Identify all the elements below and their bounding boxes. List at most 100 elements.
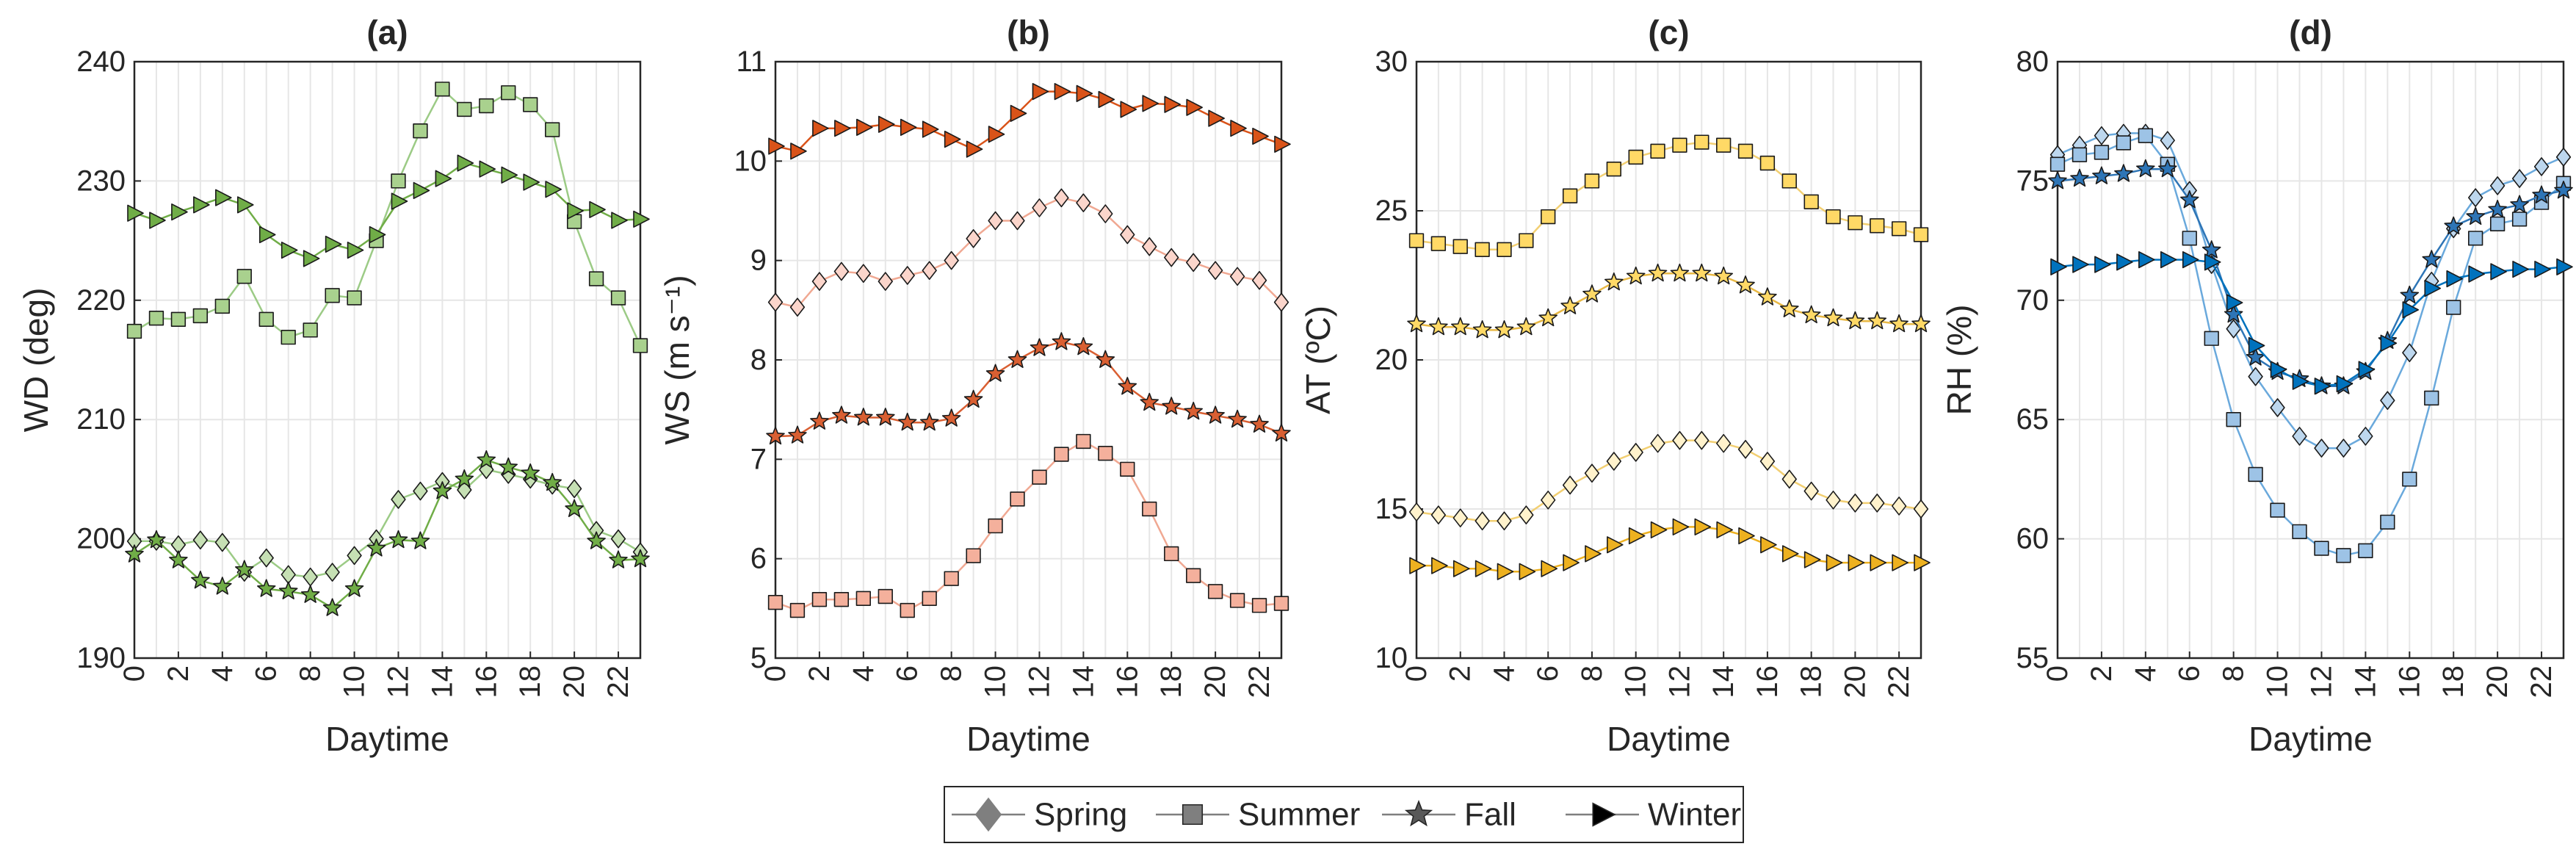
data-point — [391, 173, 406, 189]
data-point — [1519, 505, 1534, 524]
data-point — [545, 122, 560, 137]
y-tick-label: 7 — [750, 443, 767, 475]
data-point — [149, 212, 166, 229]
data-point — [767, 595, 784, 610]
data-point — [1475, 511, 1490, 531]
x-tick-label: 16 — [1751, 665, 1784, 698]
x-tick-label: 0 — [2041, 665, 2074, 682]
panels: 0 2 4 6 8 10 12 14 16 18 20 22190200210220230240(a)… — [17, 13, 2573, 758]
plot-frame — [2056, 60, 2565, 660]
data-point — [610, 529, 626, 549]
x-tick-label: 18 — [2437, 665, 2470, 698]
data-point — [2182, 231, 2197, 246]
data-point — [565, 499, 584, 517]
data-point — [391, 490, 406, 509]
data-point — [1229, 267, 1245, 286]
data-point — [876, 408, 895, 426]
legend-item-winter: Winter — [1566, 797, 1741, 833]
panel-title: (d) — [2289, 13, 2332, 51]
data-point — [944, 250, 959, 270]
data-point — [2380, 391, 2395, 411]
data-point — [2402, 472, 2417, 487]
series-spring — [1408, 430, 1929, 531]
data-point — [1562, 188, 1578, 203]
data-point — [1472, 320, 1492, 339]
data-point — [1737, 440, 1754, 459]
data-point — [1408, 502, 1425, 521]
data-point — [1781, 173, 1797, 189]
series-winter — [127, 154, 650, 267]
data-point — [148, 311, 164, 326]
series-fall — [1407, 263, 1931, 339]
data-point — [2248, 336, 2265, 355]
data-point — [1760, 536, 1777, 554]
x-tick-label: 4 — [2130, 665, 2162, 682]
data-point — [855, 591, 871, 606]
data-point — [281, 241, 298, 259]
x-tick-label: 22 — [1883, 665, 1915, 698]
series-summer — [767, 433, 1289, 618]
data-point — [1251, 270, 1267, 290]
data-point — [1672, 137, 1687, 153]
data-point — [2336, 438, 2351, 458]
data-point — [963, 389, 983, 408]
data-point — [1431, 557, 1448, 574]
data-point — [1606, 452, 1621, 471]
x-tick-label: 6 — [2174, 665, 2206, 682]
data-point — [2070, 168, 2089, 187]
legend-label: Winter — [1648, 797, 1741, 833]
data-point — [1519, 563, 1536, 580]
x-tick-label: 0 — [118, 665, 151, 682]
data-point — [278, 581, 298, 599]
y-tick-label: 80 — [2016, 46, 2049, 78]
series-winter — [2050, 250, 2573, 395]
data-point — [632, 338, 648, 353]
data-point — [2292, 372, 2309, 390]
legend-label: Spring — [1034, 797, 1127, 833]
data-point — [501, 166, 518, 184]
data-point — [1430, 236, 1447, 251]
data-point — [1714, 266, 1733, 285]
data-point — [1889, 314, 1909, 333]
x-tick-label: 18 — [514, 665, 546, 698]
data-point — [1694, 134, 1710, 150]
legend-label: Summer — [1238, 797, 1360, 833]
data-point — [922, 591, 937, 606]
data-point — [1206, 405, 1225, 424]
x-tick-label: 18 — [1795, 665, 1828, 698]
x-tick-label: 2 — [803, 665, 836, 682]
y-axis-label: AT (ºC) — [1299, 306, 1337, 414]
data-point — [2511, 169, 2528, 188]
data-point — [811, 272, 828, 291]
data-point — [1913, 227, 1929, 242]
x-tick-label: 2 — [162, 665, 195, 682]
data-point — [1032, 83, 1049, 101]
data-point — [1475, 242, 1490, 257]
data-point — [1781, 469, 1797, 489]
y-tick-label: 5 — [750, 642, 767, 674]
data-point — [1870, 218, 1885, 234]
y-tick-label: 200 — [76, 523, 126, 555]
data-point — [477, 450, 496, 469]
data-point — [767, 292, 784, 312]
data-point — [1032, 198, 1047, 217]
data-point — [1076, 433, 1091, 450]
legend-label: Fall — [1464, 797, 1516, 833]
data-point — [2270, 502, 2285, 518]
x-tick-label: 8 — [294, 665, 327, 682]
data-point — [1848, 554, 1865, 571]
data-point — [566, 479, 582, 499]
data-point — [1054, 188, 1069, 208]
data-point — [1541, 209, 1556, 225]
data-point — [1076, 193, 1091, 212]
data-point — [2511, 212, 2528, 227]
data-point — [2468, 188, 2483, 207]
plot-frame — [133, 60, 642, 660]
data-point — [1250, 414, 1269, 433]
data-point — [878, 272, 893, 291]
data-point — [169, 550, 188, 568]
data-point — [900, 602, 915, 618]
data-point — [410, 531, 430, 549]
data-point — [1648, 263, 1668, 282]
